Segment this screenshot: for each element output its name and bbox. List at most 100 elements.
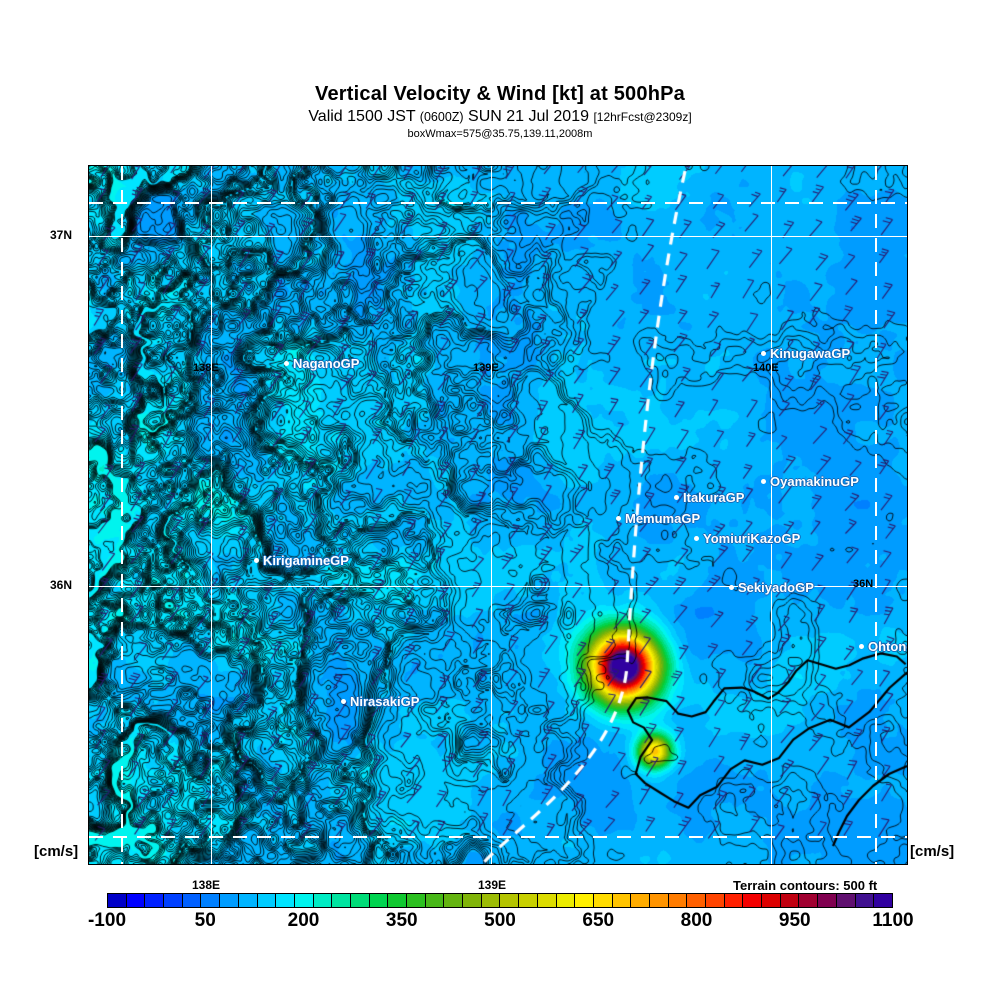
subtitle-valid: Valid 1500 JST — [308, 108, 416, 125]
subtitle-z: (0600Z) — [419, 110, 464, 124]
colorbar-swatch — [649, 894, 669, 907]
station-dot-icon — [694, 536, 699, 541]
station-marker[interactable]: YomiuriKazoGP — [694, 531, 800, 546]
subtitle: Valid 1500 JST (0600Z) SUN 21 Jul 2019 [… — [0, 107, 1000, 127]
subtitle-forecast: [12hrFcst@2309z] — [593, 110, 692, 124]
station-marker[interactable]: OyamakinuGP — [761, 474, 859, 489]
lat-label-37n: 37N — [49, 228, 72, 242]
colorbar-swatch — [762, 894, 781, 907]
colorbar-swatch — [575, 894, 594, 907]
colorbar[interactable] — [107, 893, 893, 908]
colorbar-swatch — [706, 894, 725, 907]
colorbar-swatch — [182, 894, 202, 907]
colorbar-tick: -100 — [87, 910, 127, 931]
lon-label-139e-top: 139E — [473, 362, 499, 374]
lat-label-36n: 36N — [49, 578, 72, 592]
station-label: SekiyadoGP — [738, 580, 814, 595]
station-label: NaganoGP — [293, 356, 360, 371]
station-marker[interactable]: FujiganeGP — [387, 862, 468, 864]
colorbar-swatch — [481, 894, 501, 907]
lon-label-138e-bottom: 138E — [192, 878, 221, 892]
colorbar-tick: 950 — [778, 910, 811, 931]
gridline-lon-140e — [771, 166, 772, 864]
colorbar-tick: 650 — [582, 910, 615, 931]
colorbar-swatch — [743, 894, 763, 907]
colorbar-swatch — [145, 894, 165, 907]
station-label: MemumaGP — [625, 511, 701, 526]
station-marker[interactable]: KinugawaGP — [761, 346, 850, 361]
colorbar-swatch — [444, 894, 464, 907]
colorbar-swatch — [313, 894, 333, 907]
station-dot-icon — [729, 585, 734, 590]
gridline-lat-36n — [89, 586, 907, 587]
station-label: KirigamineGP — [263, 553, 349, 568]
station-dot-icon — [341, 699, 346, 704]
station-marker[interactable]: KirigamineGP — [254, 553, 349, 568]
colorbar-swatch — [799, 894, 819, 907]
station-dot-icon — [674, 495, 679, 500]
station-dot-icon — [254, 558, 259, 563]
station-label: OyamakinuGP — [770, 474, 859, 489]
units-label-left: [cm/s] — [34, 843, 79, 860]
colorbar-swatch — [556, 894, 576, 907]
station-label: KinugawaGP — [770, 346, 851, 361]
colorbar-swatch — [687, 894, 706, 907]
vertical-velocity-heatmap — [89, 166, 907, 864]
colorbar-swatch — [724, 894, 744, 907]
lon-label-139e-bottom: 139E — [478, 878, 507, 892]
colorbar-swatch — [126, 894, 146, 907]
colorbar-swatch — [593, 894, 613, 907]
station-marker[interactable]: OhtoneGP — [859, 639, 907, 654]
page-title: Vertical Velocity & Wind [kt] at 500hPa — [315, 83, 685, 105]
colorbar-swatch — [332, 894, 351, 907]
colorbar-swatch — [108, 894, 127, 907]
lat-label-36n-right: 36N — [853, 578, 874, 590]
station-label: YomiuriKazoGP — [703, 531, 801, 546]
colorbar-swatch — [874, 894, 892, 907]
station-marker[interactable]: ItakuraGP — [674, 490, 744, 505]
units-label-right: [cm/s] — [910, 843, 955, 860]
station-marker[interactable]: MemumaGP — [616, 511, 700, 526]
gridline-lon-138e — [211, 166, 212, 864]
colorbar-swatch — [855, 894, 875, 907]
gridline-lon-139e — [491, 166, 492, 864]
colorbar-swatch — [220, 894, 239, 907]
lon-label-140e-top: 140E — [753, 362, 779, 374]
colorbar-swatch — [164, 894, 183, 907]
station-label: OhtoneGP — [868, 639, 907, 654]
colorbar-swatch — [463, 894, 482, 907]
domain-box-top — [89, 202, 907, 204]
colorbar-tick: 50 — [194, 910, 216, 931]
station-label: NirasakiGP — [350, 694, 420, 709]
station-dot-icon — [284, 361, 289, 366]
colorbar-tick: 1100 — [872, 910, 914, 931]
station-label: ItakuraGP — [683, 490, 745, 505]
map-plot-area[interactable]: 138E 139E 140E 36N NaganoGP KinugawaGP O… — [88, 165, 908, 865]
station-dot-icon — [761, 351, 766, 356]
colorbar-tick: 200 — [287, 910, 320, 931]
colorbar-swatch — [519, 894, 538, 907]
station-marker[interactable]: NaganoGP — [284, 356, 359, 371]
title-block: Vertical Velocity & Wind [kt] at 500hPa … — [0, 84, 1000, 141]
colorbar-tick: 800 — [680, 910, 713, 931]
colorbar-swatch — [276, 894, 295, 907]
station-dot-icon — [761, 479, 766, 484]
colorbar-tick: 500 — [484, 910, 516, 931]
colorbar-swatch — [294, 894, 314, 907]
domain-box-right — [875, 166, 877, 864]
station-dot-icon — [859, 644, 864, 649]
station-marker[interactable]: SekiyadoGP — [729, 580, 814, 595]
colorbar-swatch — [780, 894, 800, 907]
station-dot-icon — [616, 516, 621, 521]
colorbar-swatch — [238, 894, 258, 907]
colorbar-swatch — [425, 894, 445, 907]
colorbar-swatch — [350, 894, 370, 907]
colorbar-swatch — [257, 894, 277, 907]
colorbar-swatch — [818, 894, 837, 907]
gridline-lat-37n — [89, 236, 907, 237]
station-marker[interactable]: NirasakiGP — [341, 694, 419, 709]
colorbar-tick-labels: -100 50 200 350 500 650 800 950 1100 — [0, 910, 1000, 936]
colorbar-swatch — [369, 894, 389, 907]
boxwmax-annotation: boxWmax=575@35.75,139.11,2008m — [407, 128, 593, 140]
subtitle-date: SUN 21 Jul 2019 — [468, 108, 589, 125]
